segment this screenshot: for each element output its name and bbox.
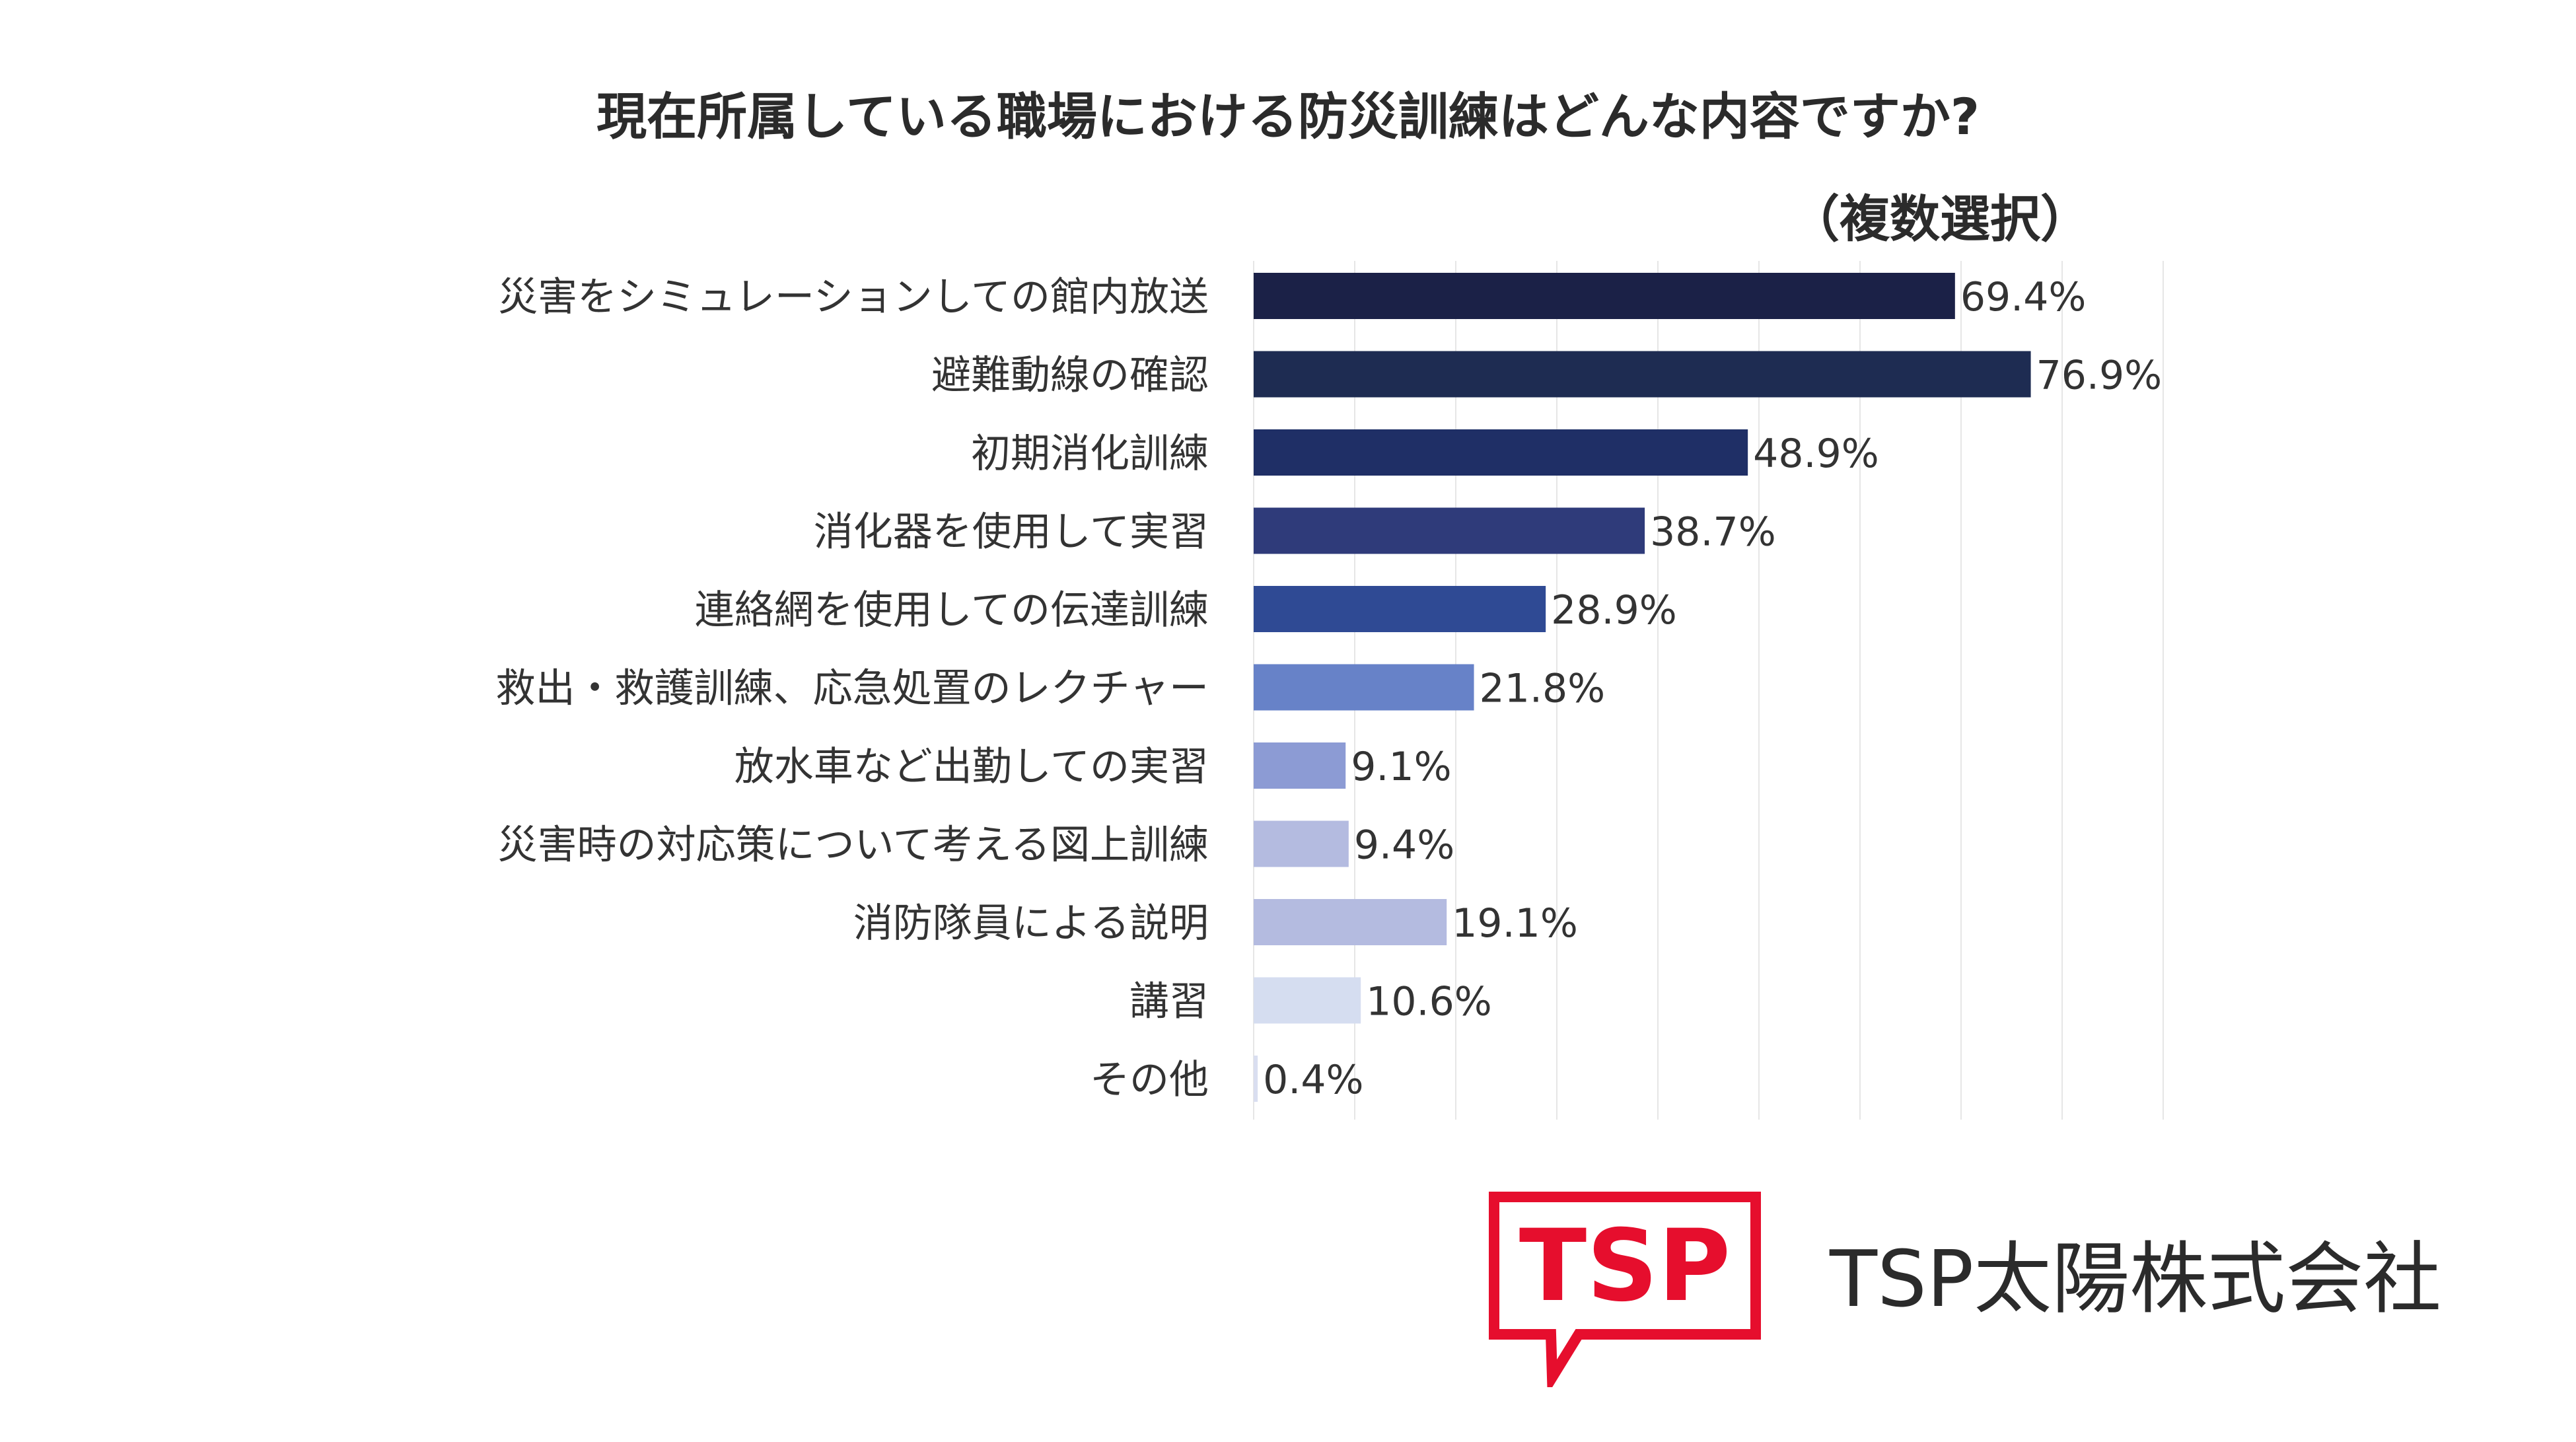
value-label: 9.1% <box>1351 744 1451 790</box>
category-label: 救出・救護訓練、応急処置のレクチャー <box>496 666 1209 712</box>
category-label: 消防隊員による説明 <box>853 900 1209 947</box>
category-label: 避難動線の確認 <box>931 353 1209 399</box>
value-label: 21.8% <box>1480 666 1606 712</box>
value-label: 76.9% <box>2036 353 2163 399</box>
value-label: 69.4% <box>1960 274 2087 320</box>
bar <box>1254 899 1447 945</box>
category-label: 放水車など出勤しての実習 <box>734 744 1209 790</box>
logo-text: TSP <box>1519 1209 1731 1324</box>
bar <box>1254 820 1349 867</box>
category-label: その他 <box>1090 1057 1209 1103</box>
value-label: 0.4% <box>1263 1057 1363 1103</box>
bar <box>1254 1056 1258 1102</box>
category-label: 消化器を使用して実習 <box>814 509 1209 556</box>
value-label: 10.6% <box>1366 979 1492 1025</box>
value-label: 38.7% <box>1650 509 1776 556</box>
value-label: 48.9% <box>1753 431 1879 477</box>
category-label: 講習 <box>1129 979 1209 1025</box>
category-label: 初期消化訓練 <box>971 431 1209 477</box>
bar <box>1254 273 1955 319</box>
tsp-logo: TSP <box>1489 1192 1761 1387</box>
bar <box>1254 742 1346 789</box>
category-label: 災害時の対応策について考える図上訓練 <box>498 822 1209 869</box>
bar <box>1254 507 1645 554</box>
value-label: 19.1% <box>1452 900 1578 947</box>
bar <box>1254 586 1546 632</box>
value-label: 28.9% <box>1551 587 1677 633</box>
bar <box>1254 977 1361 1024</box>
bar <box>1254 664 1474 711</box>
category-label: 連絡網を使用しての伝達訓練 <box>695 587 1209 633</box>
category-label: 災害をシミュレーションしての館内放送 <box>498 274 1209 320</box>
company-name: TSP太陽株式会社 <box>1830 1233 2442 1324</box>
chart-subtitle: （複数選択） <box>1789 190 2091 248</box>
chart-title: 現在所属している職場における防災訓練はどんな内容ですか? <box>596 87 1980 146</box>
value-label: 9.4% <box>1354 822 1454 869</box>
bar <box>1254 351 2031 398</box>
bar <box>1254 429 1748 476</box>
